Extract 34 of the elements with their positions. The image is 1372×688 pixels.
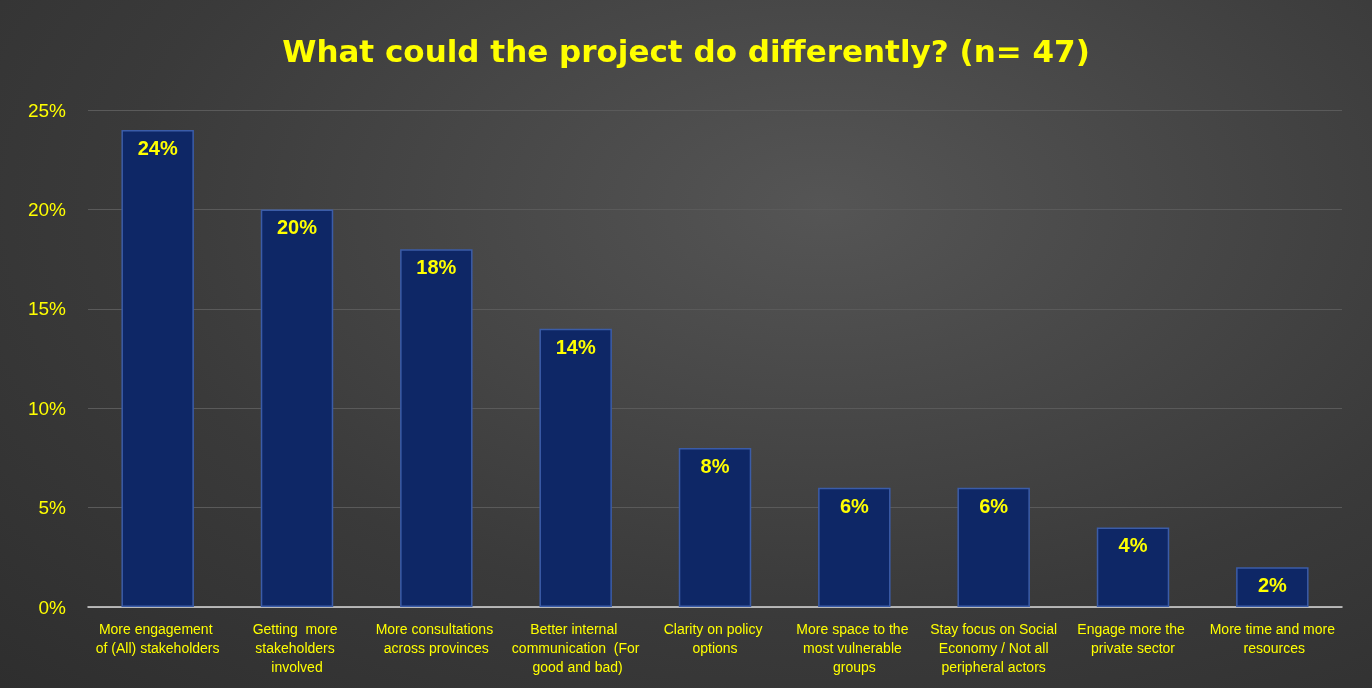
x-tick-label: More time and more resources: [1209, 620, 1336, 656]
bar: [121, 129, 194, 607]
data-label: 6%: [839, 494, 869, 517]
y-tick-label: 0%: [38, 596, 67, 618]
x-tick-label: More consultations across provinces: [375, 620, 498, 656]
bar: [818, 487, 891, 607]
y-tick-label: 5%: [38, 497, 67, 519]
x-tick-label: Getting more stakeholders involved: [252, 620, 342, 675]
bar: [539, 328, 612, 607]
data-label: 8%: [700, 454, 730, 477]
y-tick-label: 10%: [27, 397, 67, 419]
x-tick-label: More space to the most vulnerable groups: [796, 620, 913, 675]
y-tick-label: 20%: [27, 198, 67, 220]
x-tick-label: Engage more the private sector: [1077, 620, 1189, 656]
chart-title: What could the project do differently? (n= 47): [282, 32, 1090, 69]
x-tick-label: Stay focus on Social Economy / Not all peripheral actors: [930, 620, 1058, 675]
y-tick-label: 25%: [27, 99, 67, 121]
data-label: 4%: [1118, 534, 1148, 557]
x-tick-label: Better internal communication (For good and bad): [511, 620, 640, 675]
bar: [1236, 567, 1309, 607]
bar: [400, 249, 473, 607]
bar: [1096, 527, 1170, 607]
data-label: 24%: [137, 136, 178, 159]
bar: [957, 487, 1030, 607]
y-tick-label: 15%: [27, 298, 67, 320]
data-label: 18%: [416, 256, 457, 279]
data-label: 6%: [979, 494, 1009, 517]
bar: [678, 447, 752, 607]
x-tick-label: Clarity on policy options: [663, 620, 767, 656]
x-tick-label: More engagement of (All) stakeholders: [95, 620, 220, 656]
bar: [260, 209, 334, 607]
data-label: 14%: [555, 335, 596, 358]
data-label: 20%: [276, 216, 318, 239]
data-label: 2%: [1257, 574, 1287, 597]
